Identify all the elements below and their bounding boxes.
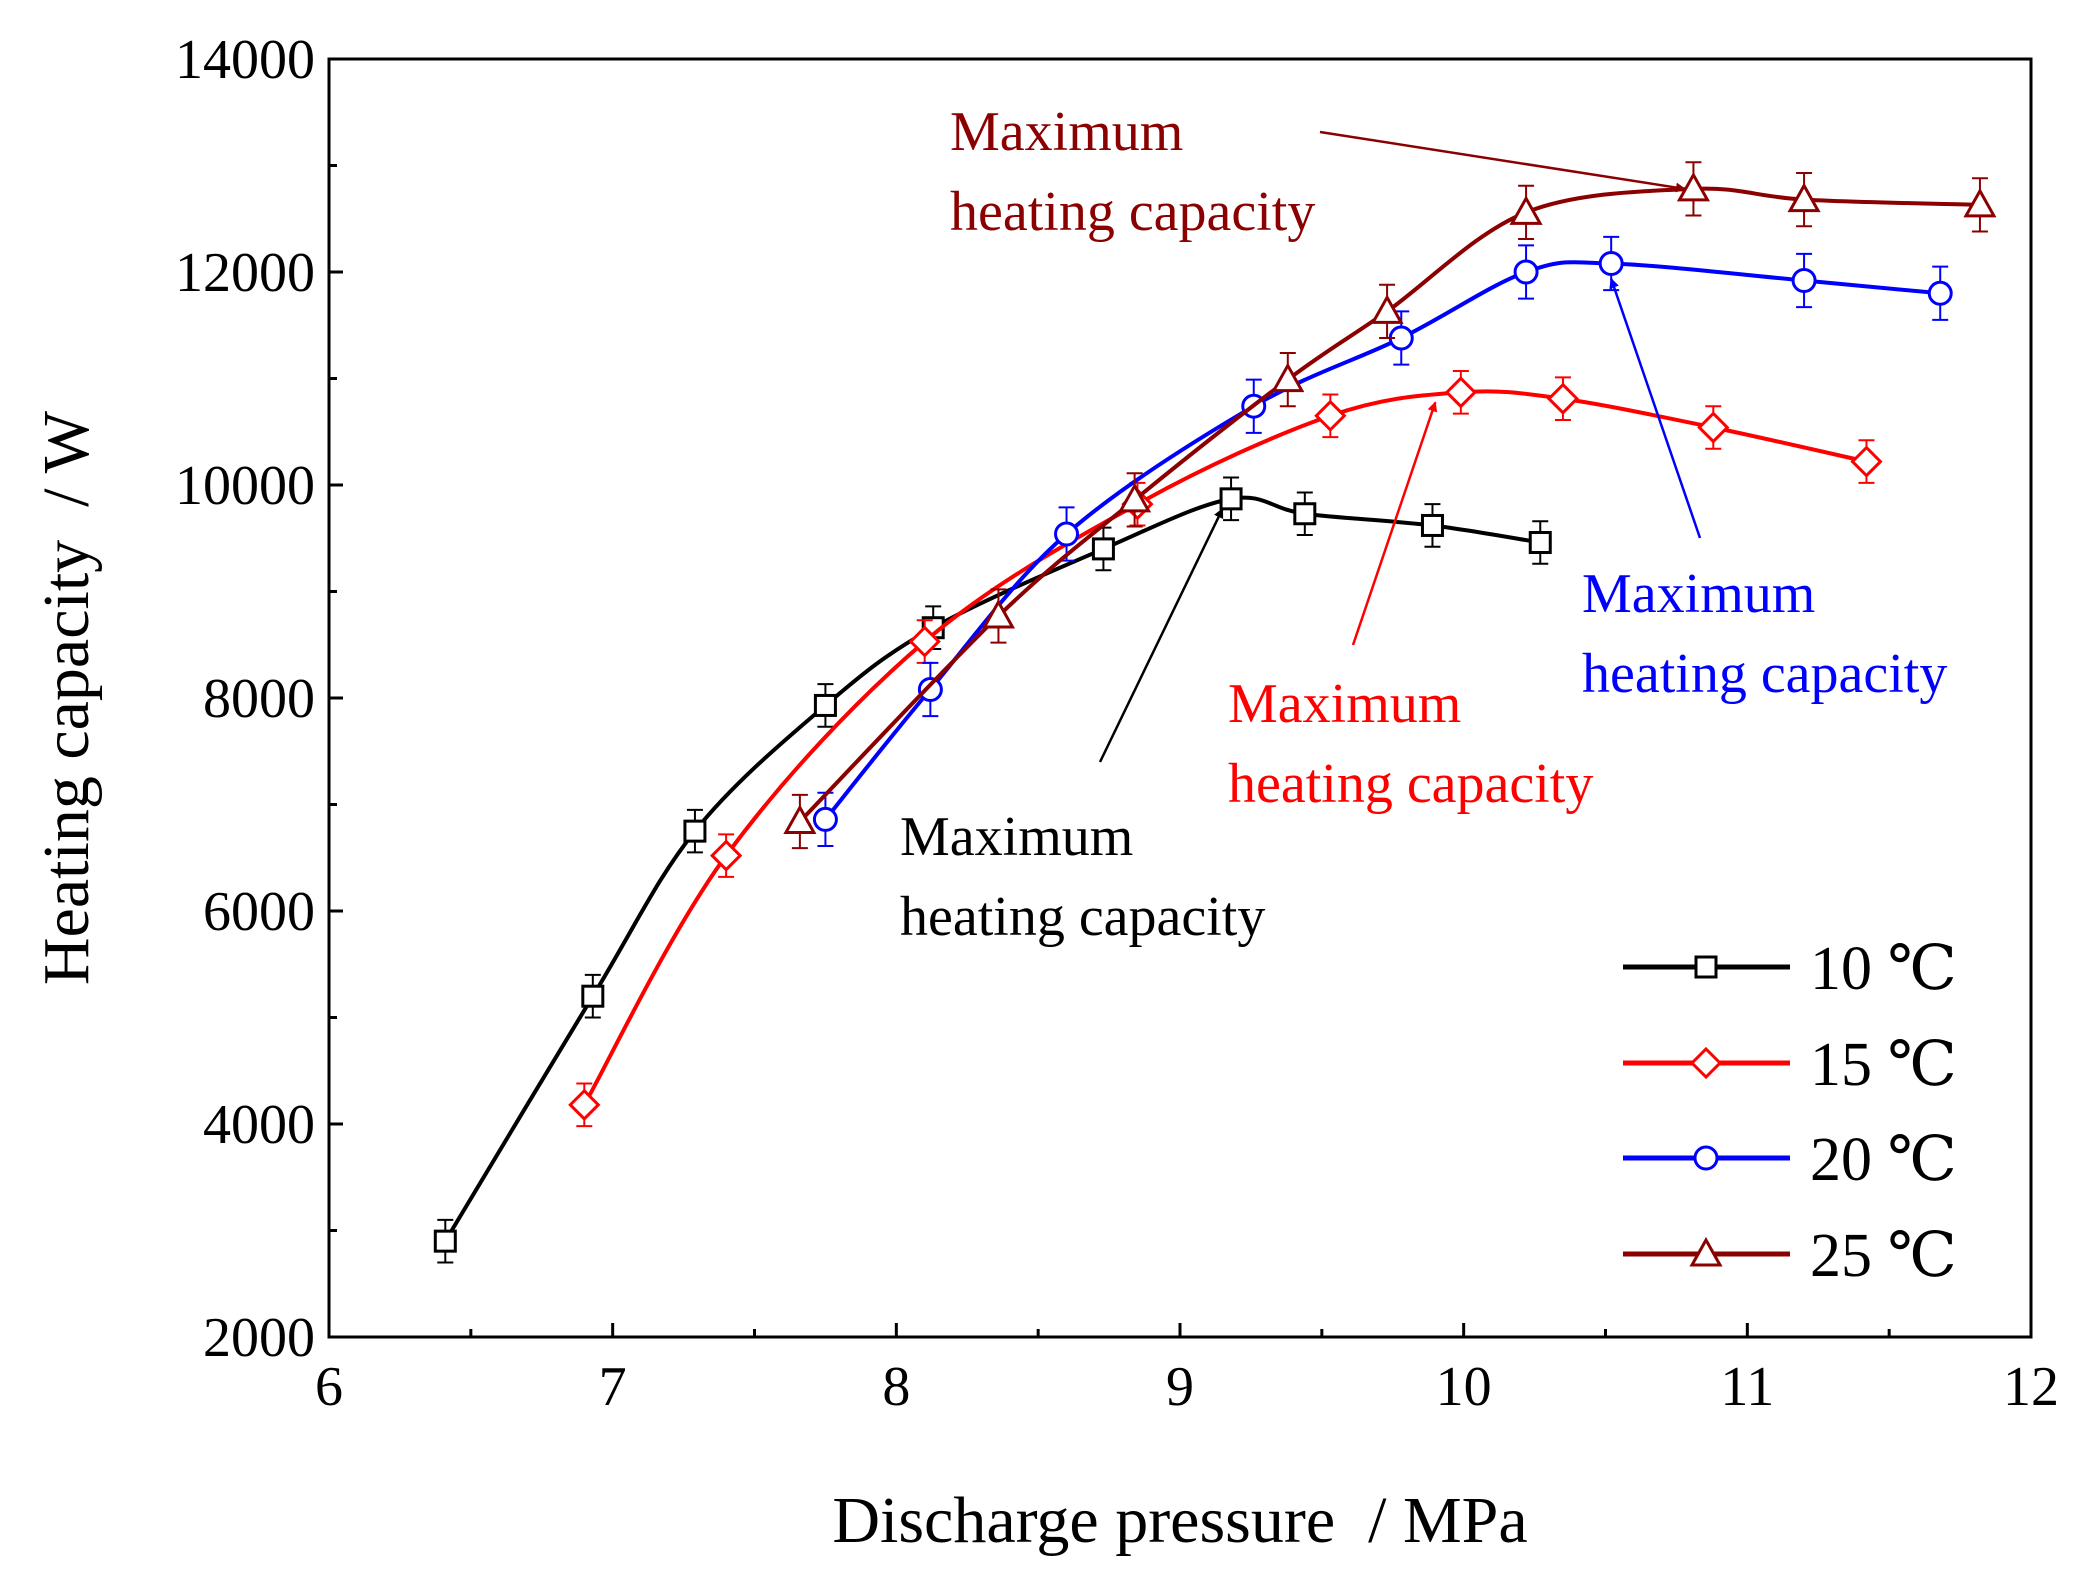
data-point <box>783 804 817 835</box>
annotation-line2: heating capacity <box>900 886 1265 948</box>
legend-item-1: 15 ℃ <box>1623 1031 1957 1099</box>
data-point <box>1509 195 1543 225</box>
data-point <box>1676 171 1710 202</box>
data-point <box>1791 268 1817 294</box>
series-3 <box>783 161 1997 850</box>
data-point <box>1054 521 1080 547</box>
x-tick-label: 6 <box>315 1356 343 1418</box>
data-point <box>1118 482 1152 513</box>
x-tick-label: 12 <box>2003 1356 2059 1418</box>
data-point <box>1444 376 1477 409</box>
y-tick-label: 8000 <box>203 668 315 730</box>
legend-marker <box>1693 1145 1719 1171</box>
data-point <box>1546 382 1580 415</box>
y-axis-label: Heating capacity / W <box>30 410 103 985</box>
legend-marker <box>1694 955 1718 979</box>
data-point <box>812 806 838 832</box>
x-tick-label: 10 <box>1436 1356 1492 1418</box>
data-point <box>1598 250 1624 276</box>
data-point <box>581 984 605 1008</box>
annotation-arrow <box>1351 401 1438 646</box>
y-tick-label: 12000 <box>175 242 315 304</box>
data-point <box>1314 399 1347 432</box>
annotation-line2: heating capacity <box>1228 753 1593 815</box>
y-tick-label: 10000 <box>175 455 315 517</box>
annotation-line1: Maximum <box>1228 673 1461 735</box>
data-point <box>813 693 837 717</box>
annotation-0: Maximum heating capacity <box>900 507 1265 948</box>
legend-marker <box>1689 1046 1723 1080</box>
annotation-line2: heating capacity <box>1582 643 1947 705</box>
data-point <box>1420 513 1444 537</box>
legend-label: 10 ℃ <box>1810 935 1957 1003</box>
legend-label: 20 ℃ <box>1810 1126 1957 1194</box>
annotation-line1: Maximum <box>1582 563 1815 625</box>
data-point <box>1513 259 1539 285</box>
annotation-line1: Maximum <box>950 101 1183 163</box>
legend: 10 ℃ 15 ℃ 20 ℃ 25 ℃ <box>1623 935 1957 1290</box>
data-point <box>1787 182 1821 213</box>
y-axis-ticks: 2000 4000 6000 8000 10000 12000 14000 <box>175 29 343 1369</box>
annotation-arrow <box>1098 507 1224 763</box>
legend-marker <box>1689 1236 1723 1267</box>
data-point <box>1528 531 1552 555</box>
data-point <box>1091 537 1115 561</box>
y-tick-label: 2000 <box>203 1307 315 1369</box>
legend-label: 25 ℃ <box>1810 1222 1957 1290</box>
series-layer <box>433 161 1997 1264</box>
legend-item-0: 10 ℃ <box>1623 935 1957 1003</box>
x-tick-label: 8 <box>882 1356 910 1418</box>
data-point <box>908 625 941 658</box>
annotation-arrow <box>1609 277 1702 539</box>
annotation-1: Maximum heating capacity <box>1228 401 1593 815</box>
data-point <box>1927 280 1953 306</box>
y-tick-label: 14000 <box>175 29 315 91</box>
data-point <box>1293 502 1317 526</box>
series-0 <box>433 476 1552 1264</box>
data-point <box>710 839 743 872</box>
legend-item-3: 25 ℃ <box>1623 1222 1957 1290</box>
annotation-3: Maximum heating capacity <box>950 101 1686 243</box>
legend-label: 15 ℃ <box>1810 1031 1957 1099</box>
annotation-line1: Maximum <box>900 806 1133 868</box>
y-tick-label: 4000 <box>203 1094 315 1156</box>
data-point <box>1697 411 1730 444</box>
data-point <box>1963 187 1997 218</box>
annotation-arrow <box>1319 130 1686 193</box>
data-point <box>433 1229 457 1253</box>
x-tick-label: 7 <box>599 1356 627 1418</box>
x-axis-ticks: 6 7 8 9 10 11 12 <box>315 1323 2059 1418</box>
y-tick-label: 6000 <box>203 881 315 943</box>
x-tick-label: 9 <box>1166 1356 1194 1418</box>
data-point <box>1850 445 1883 478</box>
data-point <box>917 676 943 702</box>
annotation-line2: heating capacity <box>950 181 1315 243</box>
data-point <box>1219 487 1243 511</box>
series-line <box>582 389 1867 1106</box>
series-1 <box>568 370 1883 1128</box>
legend-item-2: 20 ℃ <box>1623 1126 1957 1194</box>
data-point <box>683 819 707 843</box>
annotation-2: Maximum heating capacity <box>1582 277 1947 705</box>
data-point <box>568 1088 601 1121</box>
data-point <box>1370 294 1404 324</box>
data-point <box>981 598 1016 629</box>
data-point <box>1271 362 1305 393</box>
x-axis-label: Discharge pressure / MPa <box>832 1484 1527 1557</box>
x-tick-label: 11 <box>1720 1356 1774 1418</box>
annotations-layer: Maximum heating capacity Maximum heating ca… <box>900 101 1947 948</box>
series-line <box>823 260 1941 821</box>
